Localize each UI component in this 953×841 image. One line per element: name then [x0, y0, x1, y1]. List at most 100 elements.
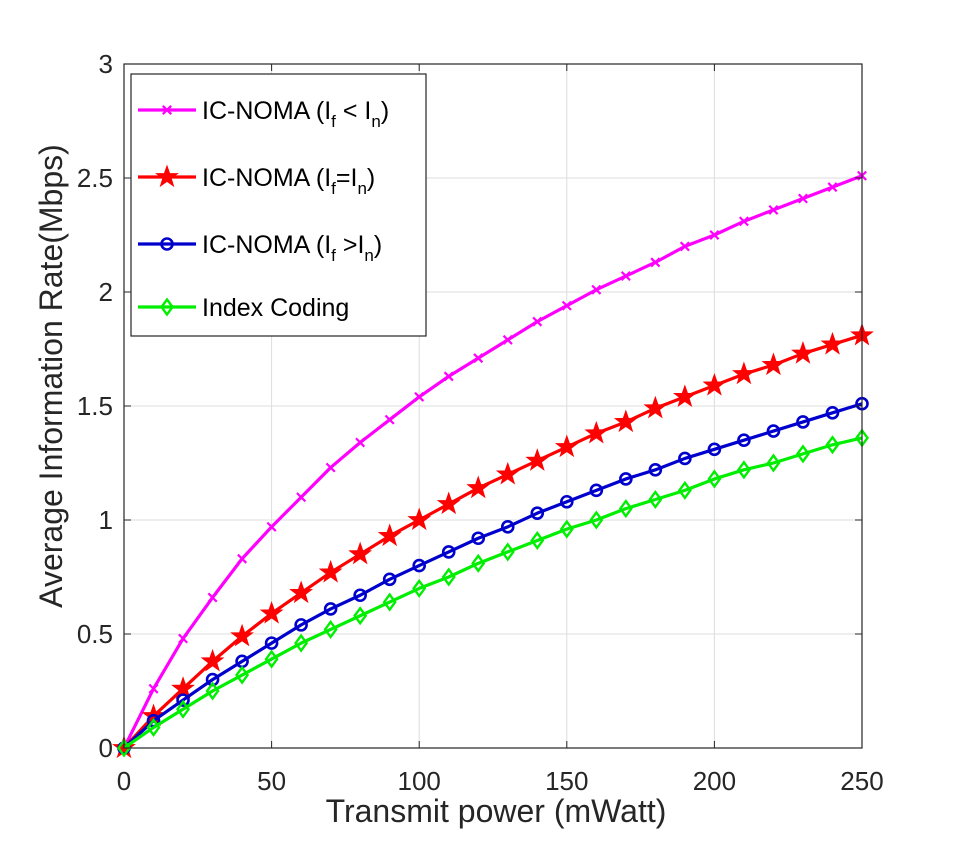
legend-text-part: >I: [336, 231, 365, 259]
data-point: [702, 372, 727, 396]
x-axis-label: Transmit power (mWatt): [326, 793, 667, 829]
data-point: [353, 588, 367, 603]
data-point: [466, 475, 491, 499]
data-point: [296, 492, 307, 503]
legend-text-part: ): [381, 97, 389, 125]
data-point: [618, 499, 633, 519]
data-point: [178, 633, 189, 644]
x-tick-label: 150: [545, 766, 588, 796]
marker-stroke: [443, 371, 454, 382]
data-point: [761, 352, 786, 376]
data-point: [259, 600, 284, 624]
data-point: [377, 523, 402, 547]
legend-entry-3: IC-NOMA (If >In): [138, 231, 382, 265]
y-tick-label: 2.5: [77, 163, 113, 193]
data-point: [738, 216, 749, 227]
x-tick-label: 250: [840, 766, 883, 796]
data-point: [325, 462, 336, 473]
legend-text-part: Index Coding: [202, 294, 349, 322]
data-point: [500, 520, 515, 534]
series-layer: [112, 170, 874, 759]
data-point: [530, 530, 545, 551]
data-point: [323, 619, 338, 639]
data-point: [707, 442, 722, 457]
data-point: [207, 592, 218, 603]
legend-subscript: n: [371, 112, 380, 131]
marker-stroke: [591, 284, 602, 295]
data-point: [502, 334, 513, 345]
marker-stroke: [414, 391, 425, 402]
x-tick-label: 50: [257, 766, 286, 796]
marker-stroke: [355, 437, 366, 448]
marker-stroke: [827, 182, 838, 193]
data-point: [589, 510, 604, 530]
data-point: [797, 193, 808, 204]
legend-subscript: f: [331, 246, 336, 265]
marker-stroke: [325, 462, 336, 473]
y-tick-label: 2: [99, 277, 113, 307]
y-tick-label: 1.5: [77, 391, 113, 421]
ticks: 0 50 100 150 200 250 0 0.5 1 1.5 2 2.5 3: [77, 49, 884, 796]
legend-subscript: n: [364, 246, 373, 265]
data-point: [530, 506, 545, 520]
y-tick-label: 3: [99, 49, 113, 79]
data-point: [766, 424, 781, 438]
legend-label: IC-NOMA (If=In): [202, 164, 375, 198]
data-point: [672, 384, 697, 408]
marker-stroke: [768, 204, 779, 215]
data-point: [412, 558, 427, 573]
data-point: [146, 717, 161, 738]
x-tick-label: 0: [117, 766, 131, 796]
data-point: [791, 341, 815, 364]
data-point: [619, 472, 633, 486]
legend-marker: [162, 105, 172, 115]
legend-entry-2: IC-NOMA (If=In): [138, 164, 375, 198]
data-point: [679, 241, 690, 252]
data-point: [266, 521, 277, 532]
data-point: [613, 409, 638, 433]
data-point: [323, 602, 338, 616]
marker-stroke: [797, 193, 808, 204]
data-point: [176, 699, 191, 719]
marker-stroke: [561, 300, 572, 311]
data-point: [525, 448, 550, 471]
data-point: [414, 391, 425, 402]
series-line: [122, 174, 863, 749]
data-point: [591, 284, 602, 295]
data-point: [382, 572, 397, 587]
data-point: [230, 623, 254, 647]
data-point: [559, 494, 574, 509]
marker-stroke: [178, 633, 189, 644]
marker-stroke: [237, 553, 248, 564]
data-point: [500, 542, 515, 562]
data-point: [473, 353, 484, 364]
y-tick-label: 0: [99, 733, 113, 763]
data-point: [820, 331, 845, 355]
data-point: [205, 681, 220, 701]
data-point: [318, 559, 343, 583]
data-point: [471, 553, 486, 573]
marker-stroke: [532, 316, 543, 327]
data-point: [171, 676, 195, 699]
marker-stroke: [207, 592, 218, 603]
data-point: [559, 519, 574, 539]
legend-label: IC-NOMA (If < In): [202, 97, 389, 131]
marker-stroke: [296, 492, 307, 503]
marker-stroke: [148, 683, 159, 694]
marker-stroke: [502, 334, 513, 345]
data-point: [643, 395, 668, 419]
data-point: [441, 545, 456, 559]
legend-text-part: < I: [336, 97, 371, 125]
data-point: [648, 489, 663, 510]
marker-stroke: [620, 271, 631, 282]
data-point: [353, 606, 368, 626]
data-point: [471, 531, 486, 546]
series-1: [119, 170, 867, 753]
data-point: [650, 257, 661, 268]
data-point: [532, 316, 543, 327]
marker-stroke: [162, 105, 172, 115]
y-axis-label: Average Information Rate(Mbps): [33, 144, 69, 608]
data-point: [237, 553, 248, 564]
data-point: [117, 738, 131, 758]
data-point: [620, 271, 631, 282]
